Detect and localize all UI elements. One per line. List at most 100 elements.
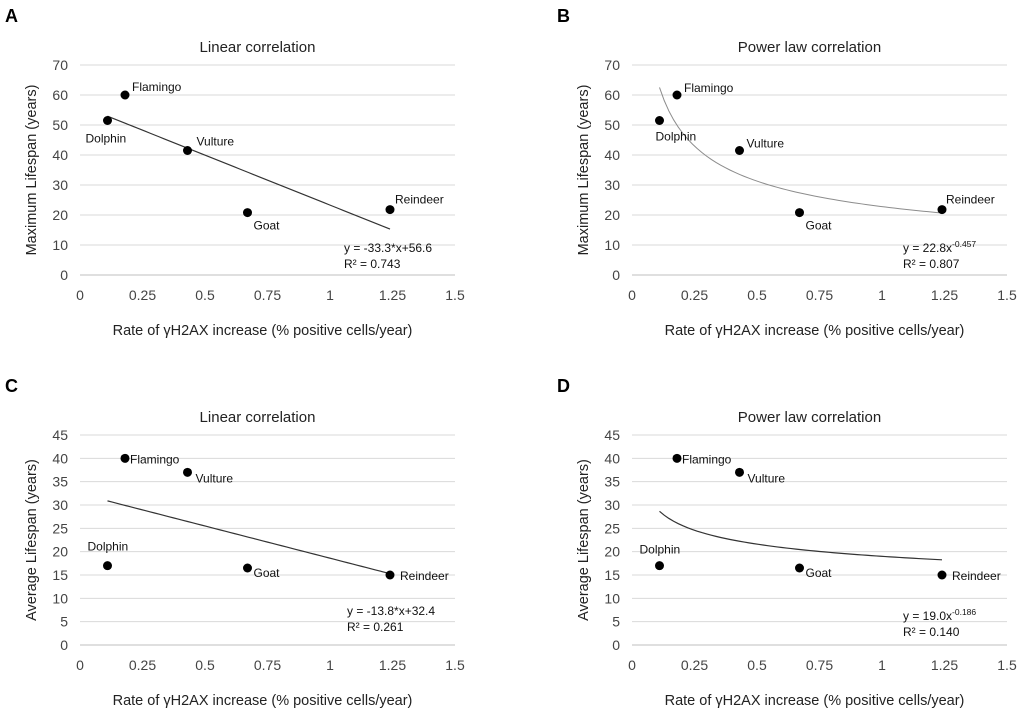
y-tick-label: 50 [604,117,620,133]
chart-title: Power law correlation [738,39,881,56]
data-point-vulture [735,146,744,155]
x-tick-label: 0 [76,657,84,673]
x-tick-label: 0.5 [747,287,767,303]
y-tick-label: 0 [60,637,68,653]
x-axis-label: Rate of γH2AX increase (% positive cells… [113,693,413,709]
trendline [659,87,943,214]
trendline [659,510,943,561]
x-tick-label: 1.5 [445,657,465,673]
y-tick-label: 45 [604,427,620,443]
data-point-reindeer [385,570,395,580]
y-tick-label: 30 [604,497,620,513]
y-tick-label: 15 [52,567,68,583]
trendline-equation: y = 19.0x-0.186 [903,607,976,623]
y-tick-label: 10 [52,590,68,606]
y-axis-label: Average Lifespan (years) [24,459,40,621]
trendline-equation: y = 22.8x-0.457 [903,239,976,255]
x-tick-label: 0.75 [254,287,281,303]
point-label-flamingo: Flamingo [130,452,180,466]
x-tick-label: 1 [326,287,334,303]
panel-label: A [5,6,18,26]
point-label-flamingo: Flamingo [682,452,732,466]
y-tick-label: 20 [604,207,620,223]
panel-label: C [5,376,18,396]
trendline-equation: y = -33.3*x+56.6 [344,241,432,255]
y-axis-label: Maximum Lifespan (years) [576,85,592,256]
x-tick-label: 0.75 [806,287,833,303]
data-point-reindeer [385,205,395,215]
data-point-flamingo [120,90,130,100]
point-label-flamingo: Flamingo [684,81,734,95]
trendline-equation: y = -13.8*x+32.4 [347,604,435,618]
x-tick-label: 0.25 [681,657,708,673]
panel-a: A Linear correlation 0 10 20 30 40 50 60 70 0 0.25 0… [5,6,465,339]
y-tick-label: 15 [604,567,620,583]
point-label-vulture: Vulture [196,471,234,485]
x-tick-label: 0.25 [681,287,708,303]
panel-label: B [557,6,570,26]
x-tick-label: 1.25 [931,657,958,673]
data-point-reindeer [937,205,947,215]
x-tick-label: 1.5 [997,657,1017,673]
point-label-goat: Goat [806,219,833,233]
x-tick-label: 0.75 [806,657,833,673]
point-label-goat: Goat [254,219,281,233]
point-label-vulture: Vulture [747,137,785,151]
data-point-goat [243,563,252,573]
y-tick-label: 60 [52,87,68,103]
y-tick-label: 10 [604,237,620,253]
point-label-vulture: Vulture [197,135,235,149]
y-tick-label: 30 [52,497,68,513]
y-tick-label: 20 [52,207,68,223]
point-label-dolphin: Dolphin [86,132,127,146]
y-axis-label: Average Lifespan (years) [576,459,592,621]
equation-exponent: -0.186 [952,607,976,617]
data-point-reindeer [937,570,947,580]
r-squared: R² = 0.140 [903,625,960,639]
x-tick-label: 0.75 [254,657,281,673]
x-axis-label: Rate of γH2AX increase (% positive cells… [665,693,965,709]
y-tick-label: 40 [52,147,68,163]
panel-b: B Power law correlation 0 10 20 30 40 50 60 70 0 0.… [557,6,1017,339]
y-tick-label: 60 [604,87,620,103]
y-tick-label: 30 [52,177,68,193]
chart-title: Power law correlation [738,409,881,426]
x-tick-label: 1 [326,657,334,673]
data-point-flamingo [120,453,130,463]
point-label-vulture: Vulture [748,471,786,485]
point-label-goat: Goat [806,566,833,580]
data-point-dolphin [103,561,112,571]
x-tick-label: 1 [878,287,886,303]
x-tick-label: 0.25 [129,287,156,303]
x-tick-label: 0 [628,287,636,303]
data-point-goat [243,208,252,218]
x-tick-label: 0 [76,287,84,303]
x-tick-label: 0.5 [195,657,215,673]
y-axis-label: Maximum Lifespan (years) [24,85,40,256]
data-point-flamingo [672,90,682,100]
r-squared: R² = 0.743 [344,257,401,271]
data-point-goat [795,563,804,573]
x-tick-label: 0.25 [129,657,156,673]
x-tick-label: 1.5 [445,287,465,303]
x-tick-label: 0.5 [747,657,767,673]
y-tick-label: 10 [604,590,620,606]
r-squared: R² = 0.807 [903,257,960,271]
point-label-reindeer: Reindeer [946,193,995,207]
panel-label: D [557,376,570,396]
data-point-dolphin [655,116,664,125]
y-tick-label: 5 [60,614,68,630]
point-label-dolphin: Dolphin [656,130,697,144]
y-tick-label: 25 [604,520,620,536]
y-tick-label: 40 [604,450,620,466]
point-label-reindeer: Reindeer [952,569,1001,583]
y-tick-label: 40 [52,450,68,466]
y-tick-label: 20 [604,544,620,560]
x-tick-label: 1.25 [379,657,406,673]
x-tick-label: 0.5 [195,287,215,303]
point-label-reindeer: Reindeer [400,569,449,583]
y-tick-label: 25 [52,520,68,536]
point-label-goat: Goat [254,566,281,580]
x-axis-label: Rate of γH2AX increase (% positive cells… [665,323,965,339]
